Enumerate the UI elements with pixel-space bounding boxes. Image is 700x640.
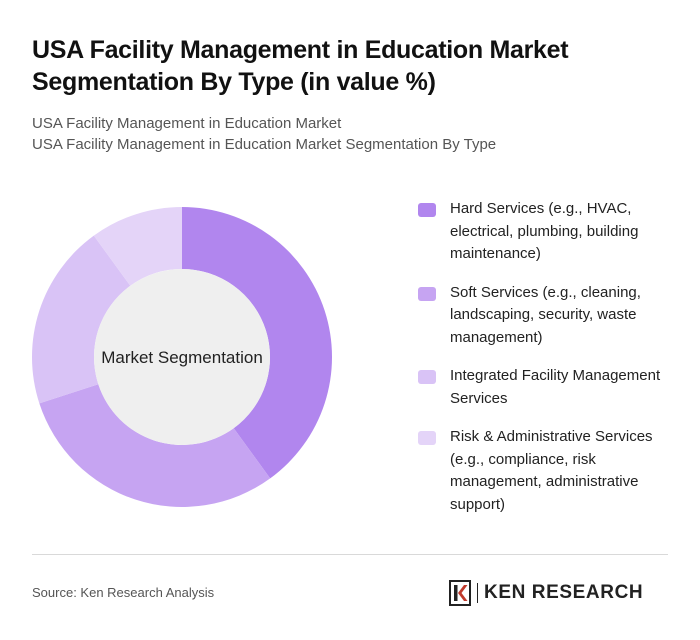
chart-title: USA Facility Management in Education Mar… (32, 36, 569, 96)
legend-swatch (418, 370, 436, 384)
donut-slice-1 (182, 207, 332, 479)
donut-chart: Market Segmentation (31, 207, 332, 507)
legend-label: Integrated Facility Management Services (450, 367, 661, 407)
legend-item: Hard Services (e.g., HVAC, electrical, p… (418, 198, 678, 266)
legend-label: Risk & Administrative Services (e.g., co… (450, 428, 653, 513)
brand-name: KEN RESEARCH (484, 582, 644, 603)
ken-research-logo-icon (449, 580, 471, 606)
donut-center-label: Market Segmentation (101, 348, 263, 367)
donut-slice-3 (31, 235, 131, 404)
donut-slice-2 (39, 384, 271, 507)
brand-logo: KEN RESEARCH (449, 580, 643, 606)
legend-label: Hard Services (e.g., HVAC, electrical, p… (450, 200, 639, 262)
footer-divider (32, 554, 668, 555)
subtitle-line-2: USA Facility Management in Education Mar… (32, 136, 497, 153)
legend-swatch (418, 431, 436, 445)
legend-swatch (418, 203, 436, 217)
legend-label: Soft Services (e.g., cleaning, landscapi… (450, 283, 641, 346)
chart-subtitle: USA Facility Management in Education Mar… (32, 113, 672, 155)
brand-separator (477, 583, 478, 603)
donut-center (94, 269, 270, 445)
chart-legend: Hard Services (e.g., HVAC, electrical, p… (418, 198, 678, 532)
subtitle-line-1: USA Facility Management in Education Mar… (32, 115, 342, 132)
source-note: Source: Ken Research Analysis (32, 585, 215, 600)
legend-item: Soft Services (e.g., cleaning, landscapi… (418, 282, 678, 350)
legend-swatch (418, 286, 436, 301)
donut-slice-4 (93, 207, 182, 286)
legend-item: Risk & Administrative Services (e.g., co… (418, 426, 678, 516)
legend-item: Integrated Facility Management Services (418, 365, 678, 410)
